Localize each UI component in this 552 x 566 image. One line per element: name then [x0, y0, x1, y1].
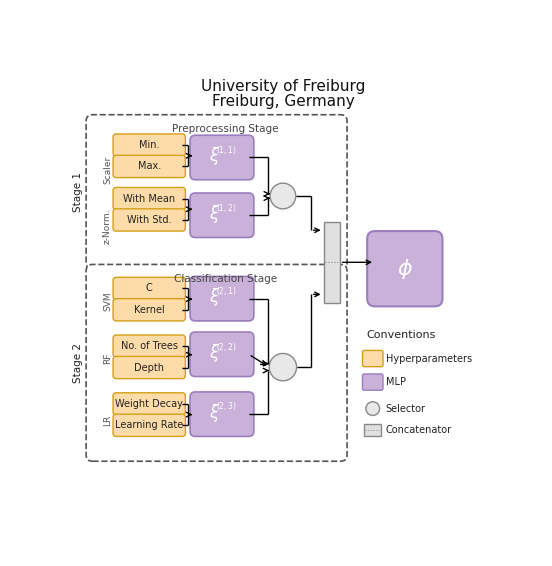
- FancyBboxPatch shape: [113, 155, 185, 178]
- FancyBboxPatch shape: [363, 374, 383, 390]
- Text: $\xi$: $\xi$: [209, 286, 220, 308]
- Text: $\xi$: $\xi$: [209, 402, 220, 424]
- Text: Preprocessing Stage: Preprocessing Stage: [172, 124, 278, 134]
- Text: Stage 1: Stage 1: [73, 171, 83, 212]
- Text: $\xi$: $\xi$: [209, 203, 220, 225]
- Text: RF: RF: [103, 353, 112, 365]
- Text: Stage 2: Stage 2: [73, 343, 83, 383]
- Text: Min.: Min.: [139, 140, 160, 150]
- FancyBboxPatch shape: [190, 276, 254, 321]
- Text: Freiburg, Germany: Freiburg, Germany: [211, 95, 354, 109]
- Text: Depth: Depth: [134, 363, 164, 372]
- Text: $(1,1)$: $(1,1)$: [215, 144, 236, 156]
- FancyBboxPatch shape: [190, 135, 254, 180]
- Text: Learning Rate: Learning Rate: [115, 421, 183, 430]
- Text: C: C: [146, 284, 152, 293]
- FancyBboxPatch shape: [113, 335, 185, 357]
- Text: With Mean: With Mean: [123, 194, 176, 204]
- FancyBboxPatch shape: [86, 264, 347, 461]
- Bar: [364, 423, 381, 436]
- Text: $\xi$: $\xi$: [209, 342, 220, 364]
- FancyBboxPatch shape: [190, 193, 254, 238]
- Text: Classification Stage: Classification Stage: [173, 273, 277, 284]
- Text: Max.: Max.: [137, 161, 161, 171]
- Text: $(2,2)$: $(2,2)$: [215, 341, 236, 353]
- Text: $(2,1)$: $(2,1)$: [215, 285, 236, 297]
- Text: No. of Trees: No. of Trees: [121, 341, 178, 351]
- Text: Selector: Selector: [385, 404, 426, 414]
- FancyBboxPatch shape: [113, 187, 185, 209]
- FancyBboxPatch shape: [190, 392, 254, 436]
- FancyBboxPatch shape: [113, 209, 185, 231]
- Text: Weight Decay: Weight Decay: [115, 399, 183, 409]
- Text: SVM: SVM: [103, 291, 112, 311]
- Circle shape: [366, 402, 380, 415]
- Text: $(2,3)$: $(2,3)$: [215, 401, 236, 413]
- FancyBboxPatch shape: [113, 277, 185, 299]
- FancyBboxPatch shape: [86, 115, 347, 269]
- FancyBboxPatch shape: [113, 393, 185, 415]
- Text: Hyperparameters: Hyperparameters: [385, 354, 472, 363]
- Text: University of Freiburg: University of Freiburg: [201, 79, 365, 95]
- Text: $\phi$: $\phi$: [397, 257, 413, 281]
- FancyBboxPatch shape: [113, 414, 185, 436]
- Text: Scaler: Scaler: [103, 156, 112, 185]
- FancyBboxPatch shape: [113, 134, 185, 156]
- Text: LR: LR: [103, 415, 112, 426]
- Circle shape: [269, 353, 296, 381]
- FancyBboxPatch shape: [113, 357, 185, 379]
- Bar: [323, 222, 340, 303]
- Text: Kernel: Kernel: [134, 305, 164, 315]
- Circle shape: [270, 183, 296, 209]
- Text: $\xi$: $\xi$: [209, 145, 220, 167]
- Text: Concatenator: Concatenator: [385, 424, 452, 435]
- Text: With Std.: With Std.: [127, 215, 172, 225]
- Text: MLP: MLP: [385, 377, 406, 387]
- FancyBboxPatch shape: [190, 332, 254, 376]
- FancyBboxPatch shape: [363, 350, 383, 367]
- Text: $(1,2)$: $(1,2)$: [215, 201, 236, 213]
- Text: Conventions: Conventions: [367, 330, 436, 340]
- Text: z-Norm.: z-Norm.: [103, 208, 112, 244]
- FancyBboxPatch shape: [367, 231, 443, 306]
- FancyBboxPatch shape: [113, 299, 185, 321]
